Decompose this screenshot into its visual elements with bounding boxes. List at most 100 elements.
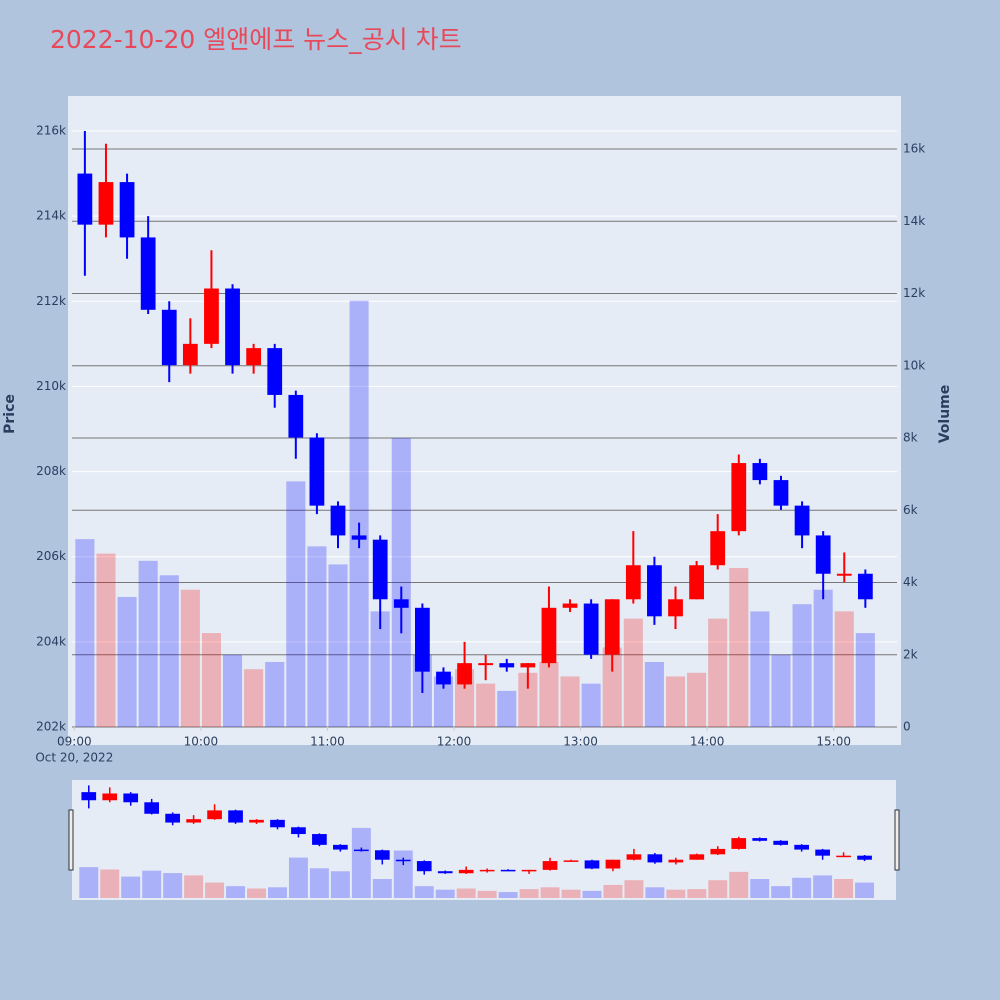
candle-body xyxy=(562,603,578,608)
slider-candle-body xyxy=(626,854,642,860)
y-axis-title: Price xyxy=(2,394,18,434)
slider-handle[interactable] xyxy=(894,809,900,871)
volume-bar xyxy=(328,564,348,727)
slider-volume-bar xyxy=(79,867,99,898)
candle-body xyxy=(478,663,494,666)
candle-body xyxy=(794,505,810,536)
slider-volume-bar xyxy=(708,880,728,898)
y2-tick-label: 0 xyxy=(903,720,911,734)
slider-candle-body xyxy=(731,838,747,849)
slider-candle-body xyxy=(689,854,705,860)
candle-body xyxy=(815,535,831,574)
slider-candle-body xyxy=(815,849,830,856)
slider-volume-bar xyxy=(267,887,287,898)
slider-candle-body xyxy=(312,834,327,845)
slider-candle-body xyxy=(437,871,453,874)
slider-candle-body xyxy=(710,848,726,855)
slider-candle-body xyxy=(668,859,684,863)
candle-body xyxy=(457,663,472,685)
y-tick-label: 204k xyxy=(36,634,66,648)
candle-body xyxy=(98,182,114,225)
volume-bar xyxy=(497,690,517,727)
y2-tick-label: 14k xyxy=(903,214,925,228)
candle-body xyxy=(393,599,409,608)
slider-candle-body xyxy=(857,855,872,860)
slider-candle-body xyxy=(249,819,264,823)
chart-title: 2022-10-20 엘앤에프 뉴스_공시 차트 xyxy=(50,25,462,54)
y-tick-label: 210k xyxy=(36,379,66,393)
slider-candle-body xyxy=(416,861,432,872)
volume-bar xyxy=(834,611,854,727)
y2-tick-label: 16k xyxy=(903,142,925,156)
slider-volume-bar xyxy=(163,873,183,898)
slider-candle-body xyxy=(584,860,600,869)
y-tick-label: 212k xyxy=(36,294,66,308)
slider-volume-bar xyxy=(582,890,602,898)
slider-volume-bar xyxy=(624,880,644,898)
candle-body xyxy=(246,348,262,366)
volume-bar xyxy=(222,654,243,727)
slider-volume-bar xyxy=(184,875,204,898)
slider-volume-bar xyxy=(792,877,812,898)
y2-tick-label: 10k xyxy=(903,358,925,372)
candle-body xyxy=(225,288,240,366)
candle-body xyxy=(668,599,683,617)
candle-body xyxy=(731,463,747,532)
slider-volume-bar xyxy=(645,887,665,898)
volume-bar xyxy=(433,676,454,727)
slider-volume-bar xyxy=(435,889,455,898)
slider-candle-body xyxy=(165,813,180,823)
volume-bar xyxy=(349,300,369,727)
y2-tick-label: 12k xyxy=(903,286,925,300)
slider-volume-bar xyxy=(288,857,308,898)
volume-bar xyxy=(75,539,95,727)
y-tick-label: 216k xyxy=(36,124,66,138)
slider-candle-body xyxy=(207,810,222,820)
candle-body xyxy=(77,173,93,225)
slider-candle-body xyxy=(836,855,851,858)
slider-volume-bar xyxy=(834,878,854,898)
candle-body xyxy=(541,607,557,664)
volume-bar xyxy=(771,654,791,727)
slider-volume-bar xyxy=(561,889,581,898)
volume-bar xyxy=(391,438,411,727)
x-tick-label: 09:00 xyxy=(57,735,92,749)
slider-candle-body xyxy=(186,819,201,823)
slider-candle-body xyxy=(354,849,369,852)
slider-candle-body xyxy=(458,869,474,874)
x-tick-label: 13:00 xyxy=(563,735,598,749)
candle-body xyxy=(836,573,852,576)
candle-body xyxy=(583,603,599,655)
slider-candle-body xyxy=(500,869,516,872)
slider-candle-body xyxy=(479,869,495,872)
candle-body xyxy=(625,565,641,600)
volume-bar xyxy=(665,676,686,727)
candle-body xyxy=(267,348,283,395)
candle-body xyxy=(499,663,515,668)
volume-bar xyxy=(117,596,137,727)
slider-handle[interactable] xyxy=(68,809,74,871)
volume-bar xyxy=(201,633,221,727)
slider-volume-bar xyxy=(603,884,623,898)
volume-bar xyxy=(644,661,664,727)
candle-body xyxy=(436,671,451,685)
slider-volume-bar xyxy=(771,886,791,898)
volume-bar xyxy=(750,611,770,727)
volume-bar xyxy=(687,672,707,727)
volume-bar xyxy=(286,481,306,727)
candle-body xyxy=(204,288,219,344)
volume-bar xyxy=(518,672,538,727)
volume-bar xyxy=(307,546,327,727)
candle-body xyxy=(414,607,430,672)
y-tick-label: 202k xyxy=(36,720,66,734)
slider-volume-bar xyxy=(309,868,329,898)
slider-volume-bar xyxy=(414,886,434,898)
volume-bar xyxy=(370,611,390,727)
volume-bar xyxy=(581,683,601,727)
volume-bar xyxy=(539,661,559,727)
volume-bar xyxy=(708,618,728,727)
slider-candle-body xyxy=(333,844,348,850)
volume-bar xyxy=(813,589,833,727)
volume-bar xyxy=(138,560,158,727)
